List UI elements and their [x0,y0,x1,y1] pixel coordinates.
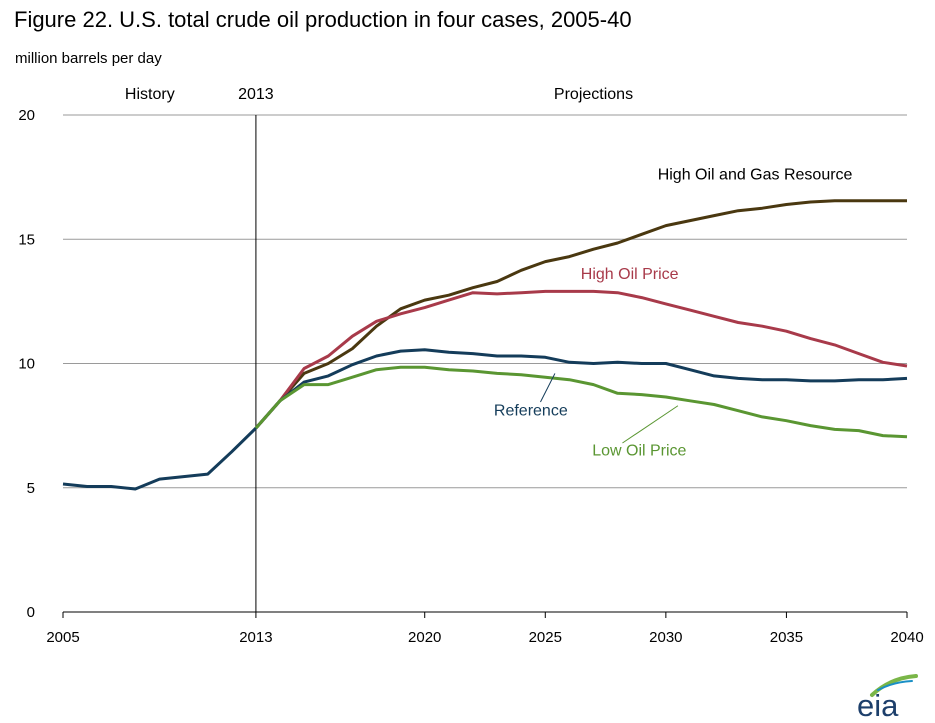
series-labels: High Oil and Gas Resource High Oil Price R… [494,167,853,460]
series-label-high-oil-and-gas-resource: High Oil and Gas Resource [658,167,853,184]
y-tick-label: 5 [27,480,35,497]
series-group [62,199,908,491]
y-tick-label: 0 [27,604,35,621]
series-label-low-oil-price: Low Oil Price [592,442,686,459]
divider-year-label: 2013 [238,86,274,103]
x-tick-label: 2030 [649,629,682,646]
series-label-reference: Reference [494,403,568,420]
x-tick-label: 2025 [529,629,562,646]
eia-logo-text: eia [857,688,899,723]
eia-logo-swoosh-accent [877,680,913,691]
y-tick-label: 20 [18,107,35,124]
series-label-high-oil-price: High Oil Price [581,266,679,283]
series-line-low-oil-price [254,365,908,439]
eia-logo: eia [857,674,918,723]
x-tick-label: 2013 [239,629,272,646]
series-line-reference [62,348,908,491]
x-tick-label: 2040 [890,629,923,646]
projections-label: Projections [554,86,633,103]
history-label: History [125,86,175,103]
chart-title: Figure 22. U.S. total crude oil producti… [14,7,632,32]
series-line-high-oil-price [254,289,908,430]
y-axis-ticks: 0 5 10 15 20 [18,107,35,621]
x-tick-label: 2035 [770,629,803,646]
series-line-high-oil-and-gas-resource [254,199,907,430]
gridlines [63,114,907,489]
y-tick-label: 10 [18,356,35,373]
y-tick-label: 15 [18,231,35,248]
leader-line-low-oil-price [622,405,679,444]
x-axis-ticks: 2005 2013 2020 2025 2030 2035 2040 [46,611,924,646]
eia-logo-swoosh [870,674,918,697]
x-tick-label: 2020 [408,629,441,646]
leader-line-reference [540,373,556,403]
y-axis-label: million barrels per day [15,50,162,67]
x-tick-label: 2005 [46,629,79,646]
